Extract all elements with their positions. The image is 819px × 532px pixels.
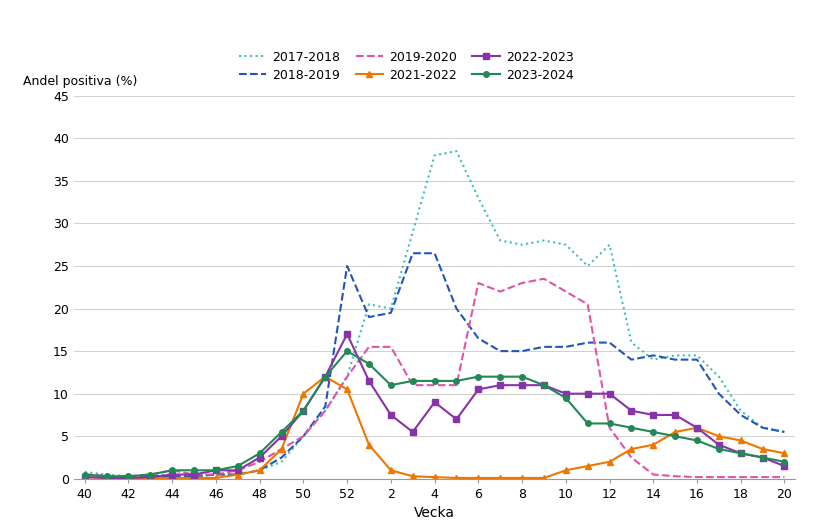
Legend: 2017-2018, 2018-2019, 2019-2020, 2021-2022, 2022-2023, 2023-2024: 2017-2018, 2018-2019, 2019-2020, 2021-20… — [238, 51, 573, 82]
Text: Andel positiva (%): Andel positiva (%) — [23, 75, 138, 88]
X-axis label: Vecka: Vecka — [414, 506, 455, 520]
